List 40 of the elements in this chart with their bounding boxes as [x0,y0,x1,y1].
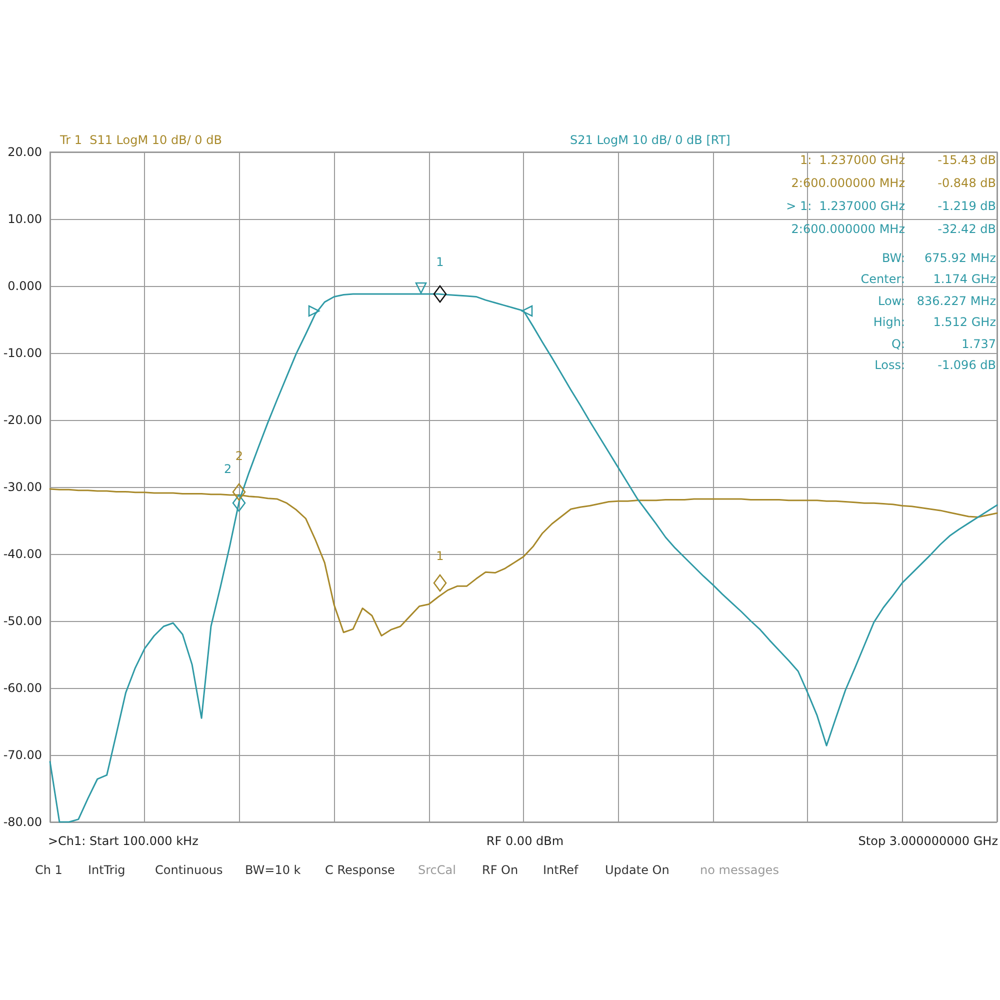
text: RF On [482,863,518,877]
text: 2:600.000000 MHz -0.848 dB [791,176,996,190]
annotation: Low: 836.227 MHz [878,294,996,308]
y-tick-label: -10.00 [3,346,42,360]
text: 1: 1.237000 GHz -15.43 dB [800,153,996,167]
text: RF 0.00 dBm [486,834,564,848]
text: Center: 1.174 GHz [860,272,996,286]
text: >Ch1: Start 100.000 kHz [48,834,198,848]
y-tick-label: 10.00 [8,212,42,226]
y-tick-label: -60.00 [3,681,42,695]
text: no messages [700,863,779,877]
text: Continuous [155,863,223,877]
text: Tr 1 S11 LogM 10 dB/ 0 dB [60,133,222,147]
y-tick-label: -30.00 [3,480,42,494]
text: 2:600.000000 MHz -32.42 dB [791,222,996,236]
text: Loss: -1.096 dB [874,358,996,372]
text: Stop 3.000000000 GHz [858,834,998,848]
annotation: 2 [224,462,232,476]
y-tick-label: -20.00 [3,413,42,427]
y-tick-label: 20.00 [8,145,42,159]
text: IntTrig [88,863,126,877]
text: SrcCal [418,863,456,877]
y-tick-label: -50.00 [3,614,42,628]
text: High: 1.512 GHz [873,315,996,329]
annotation: 1 [436,549,444,564]
y-tick-label: -40.00 [3,547,42,561]
text: Ch 1 [35,863,62,877]
text: Q: 1.737 [892,337,996,351]
annotation: 1 [436,254,444,269]
text: BW: 675.92 MHz [882,251,996,265]
y-tick-label: 0.000 [8,279,42,293]
y-tick-label: -80.00 [3,815,42,829]
text: IntRef [543,863,578,877]
text: S21 LogM 10 dB/ 0 dB [RT] [570,133,730,147]
text: Update On [605,863,670,877]
y-tick-label: -70.00 [3,748,42,762]
text: C Response [325,863,395,877]
text: BW=10 k [245,863,301,877]
text: > 1: 1.237000 GHz -1.219 dB [786,199,996,213]
annotation: 2 [235,448,244,463]
